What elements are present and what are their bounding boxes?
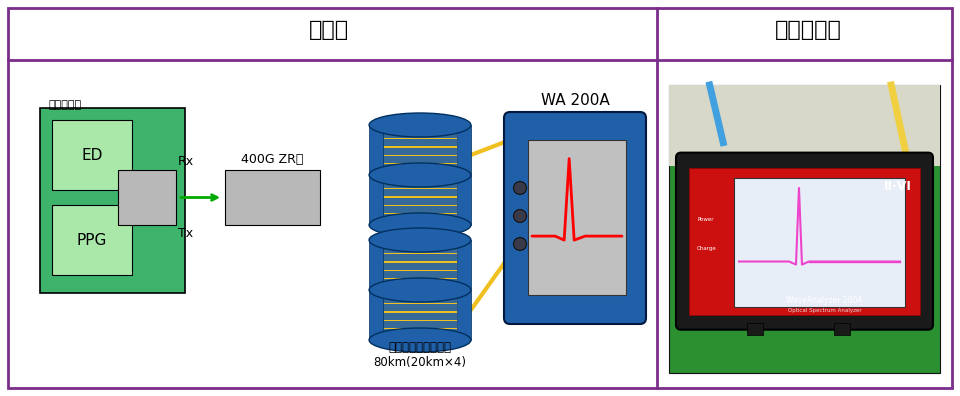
- Text: II·VI: II·VI: [884, 180, 912, 192]
- Text: Tx: Tx: [178, 227, 193, 240]
- Bar: [528, 140, 626, 295]
- Bar: [369, 240, 383, 340]
- Bar: [383, 246, 457, 253]
- Bar: [383, 254, 457, 261]
- Bar: [369, 125, 383, 225]
- Text: Charge: Charge: [697, 246, 717, 251]
- Bar: [383, 238, 457, 244]
- Bar: [669, 85, 940, 166]
- Bar: [383, 296, 457, 303]
- Bar: [747, 323, 763, 335]
- Text: Rx: Rx: [178, 155, 194, 168]
- Bar: [383, 122, 457, 129]
- Bar: [833, 323, 850, 335]
- Text: ED: ED: [82, 147, 103, 162]
- Bar: [457, 125, 471, 225]
- Ellipse shape: [514, 181, 526, 194]
- Bar: [383, 147, 457, 154]
- Bar: [52, 205, 132, 275]
- Text: ファイバーケーブル
80km(20km×4): ファイバーケーブル 80km(20km×4): [373, 341, 467, 369]
- Bar: [383, 173, 457, 179]
- Text: PPG: PPG: [77, 232, 108, 248]
- Text: WaveAnalyzer 200A: WaveAnalyzer 200A: [786, 296, 863, 305]
- Bar: [383, 164, 457, 171]
- Bar: [383, 206, 457, 213]
- Bar: [669, 85, 940, 373]
- Bar: [383, 214, 457, 221]
- Bar: [383, 329, 457, 336]
- Text: WA 200A: WA 200A: [540, 93, 610, 107]
- Text: Optical Spectrum Analyzer: Optical Spectrum Analyzer: [788, 308, 861, 313]
- Bar: [383, 181, 457, 188]
- Text: 評価系: 評価系: [308, 20, 348, 40]
- Bar: [383, 263, 457, 270]
- Text: 評価ボード: 評価ボード: [48, 100, 82, 110]
- Bar: [383, 287, 457, 295]
- Bar: [734, 178, 905, 307]
- Bar: [383, 321, 457, 328]
- Bar: [118, 170, 176, 225]
- Bar: [383, 156, 457, 163]
- Ellipse shape: [514, 209, 526, 223]
- Ellipse shape: [369, 163, 471, 187]
- Bar: [383, 312, 457, 320]
- FancyBboxPatch shape: [504, 112, 646, 324]
- Bar: [383, 223, 457, 230]
- Ellipse shape: [514, 238, 526, 251]
- Ellipse shape: [369, 278, 471, 302]
- Bar: [225, 170, 320, 225]
- Bar: [383, 279, 457, 286]
- Ellipse shape: [369, 228, 471, 252]
- Bar: [383, 131, 457, 138]
- Bar: [383, 198, 457, 204]
- Bar: [383, 189, 457, 196]
- Bar: [689, 168, 920, 315]
- Text: 400G ZR＋: 400G ZR＋: [241, 153, 303, 166]
- Ellipse shape: [369, 328, 471, 352]
- Bar: [457, 240, 471, 340]
- Text: Power: Power: [697, 217, 713, 222]
- Ellipse shape: [369, 213, 471, 237]
- Bar: [383, 125, 457, 225]
- Bar: [52, 120, 132, 190]
- Bar: [383, 337, 457, 345]
- Ellipse shape: [369, 113, 471, 137]
- Bar: [383, 304, 457, 311]
- FancyBboxPatch shape: [676, 152, 933, 330]
- Bar: [383, 271, 457, 278]
- Text: 実際の波形: 実際の波形: [775, 20, 842, 40]
- Bar: [40, 108, 185, 293]
- Bar: [383, 240, 457, 340]
- Bar: [383, 139, 457, 146]
